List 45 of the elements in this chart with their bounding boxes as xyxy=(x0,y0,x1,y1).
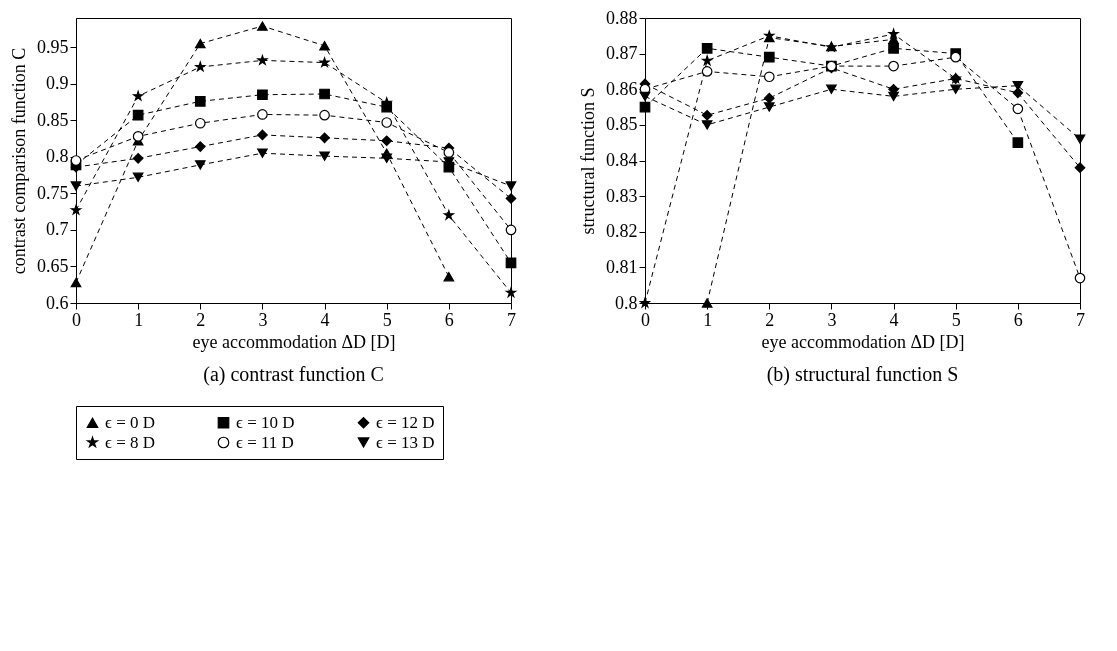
y-tick-label: 0.82 xyxy=(606,221,638,242)
y-tick-label: 0.81 xyxy=(606,256,638,277)
x-axis-title: eye accommodation ΔD [D] xyxy=(192,331,396,352)
legend-label: ϵ = 12 D xyxy=(376,412,435,432)
x-tick-label: 5 xyxy=(951,309,961,330)
x-tick-label: 2 xyxy=(765,309,775,330)
x-tick-label: 4 xyxy=(320,309,330,330)
y-tick-label: 0.6 xyxy=(46,292,69,313)
x-axis-title: eye accommodation ΔD [D] xyxy=(761,331,965,352)
y-tick-label: 0.7 xyxy=(46,219,69,240)
y-tick-label: 0.86 xyxy=(606,78,638,99)
x-tick-label: 1 xyxy=(703,309,713,330)
text: (b) structural function S xyxy=(766,363,959,386)
legend-label: ϵ = 8 D xyxy=(105,432,155,452)
x-tick-label: 6 xyxy=(1013,309,1023,330)
y-tick-label: 0.95 xyxy=(37,36,69,57)
y-tick-label: 0.85 xyxy=(606,114,638,135)
y-tick-label: 0.9 xyxy=(46,73,69,94)
y-tick-label: 0.84 xyxy=(606,150,638,170)
y-tick-label: 0.88 xyxy=(606,7,638,28)
legend-label: ϵ = 0 D xyxy=(105,412,155,432)
x-tick-label: 4 xyxy=(889,309,899,330)
x-tick-label: 2 xyxy=(196,309,206,330)
y-tick-label: 0.83 xyxy=(606,185,638,206)
y-tick-label: 0.75 xyxy=(37,182,69,203)
x-tick-label: 1 xyxy=(134,309,144,330)
x-tick-label: 3 xyxy=(258,309,268,330)
y-axis-title: contrast comparison function C xyxy=(9,47,29,275)
x-tick-label: 3 xyxy=(827,309,837,330)
legend-label: ϵ = 10 D xyxy=(236,412,295,432)
y-tick-label: 0.8 xyxy=(46,146,69,167)
x-tick-label: 7 xyxy=(507,309,516,330)
text: (a) contrast function C xyxy=(203,363,384,386)
y-tick-label: 0.85 xyxy=(37,109,69,130)
x-tick-label: 6 xyxy=(444,309,454,330)
x-tick-label: 0 xyxy=(641,309,650,330)
legend-label: ϵ = 13 D xyxy=(376,432,435,452)
x-tick-label: 5 xyxy=(382,309,392,330)
y-axis-title: structural function S xyxy=(578,87,598,235)
y-tick-label: 0.8 xyxy=(615,292,638,313)
y-tick-label: 0.65 xyxy=(37,255,69,276)
x-tick-label: 7 xyxy=(1076,309,1085,330)
x-tick-label: 0 xyxy=(72,309,81,330)
y-tick-label: 0.87 xyxy=(606,43,638,64)
legend-label: ϵ = 11 D xyxy=(236,432,294,452)
